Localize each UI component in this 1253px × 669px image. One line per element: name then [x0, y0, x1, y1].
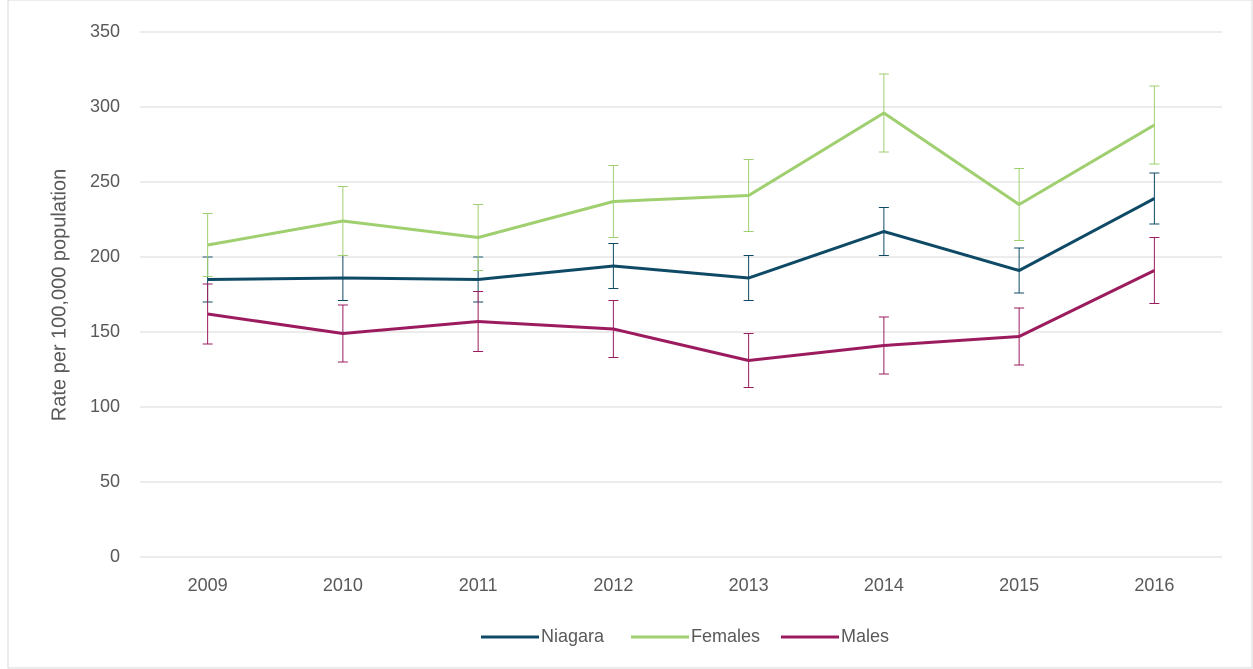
- line: [207, 269, 1156, 362]
- line: [207, 197, 1156, 281]
- y-tick-label: 50: [100, 471, 120, 491]
- y-tick-label: 150: [90, 321, 120, 341]
- legend-label: Females: [691, 626, 760, 646]
- x-tick-label: 2012: [593, 575, 633, 595]
- chart-border: [7, 0, 1253, 669]
- legend-label: Males: [841, 626, 889, 646]
- x-tick-label: 2014: [864, 575, 904, 595]
- y-tick-label: 250: [90, 171, 120, 191]
- x-tick-label: 2013: [729, 575, 769, 595]
- x-tick-label: 2009: [188, 575, 228, 595]
- y-tick-label: 0: [110, 546, 120, 566]
- y-axis-label: Rate per 100,000 population: [48, 169, 70, 421]
- line: [207, 111, 1156, 247]
- x-tick-label: 2015: [999, 575, 1039, 595]
- x-tick-label: 2016: [1134, 575, 1174, 595]
- y-tick-label: 200: [90, 246, 120, 266]
- y-tick-label: 100: [90, 396, 120, 416]
- y-tick-label: 300: [90, 96, 120, 116]
- x-tick-label: 2011: [459, 575, 498, 595]
- legend-label: Niagara: [541, 626, 605, 646]
- x-tick-label: 2010: [323, 575, 363, 595]
- y-tick-label: 350: [90, 21, 120, 41]
